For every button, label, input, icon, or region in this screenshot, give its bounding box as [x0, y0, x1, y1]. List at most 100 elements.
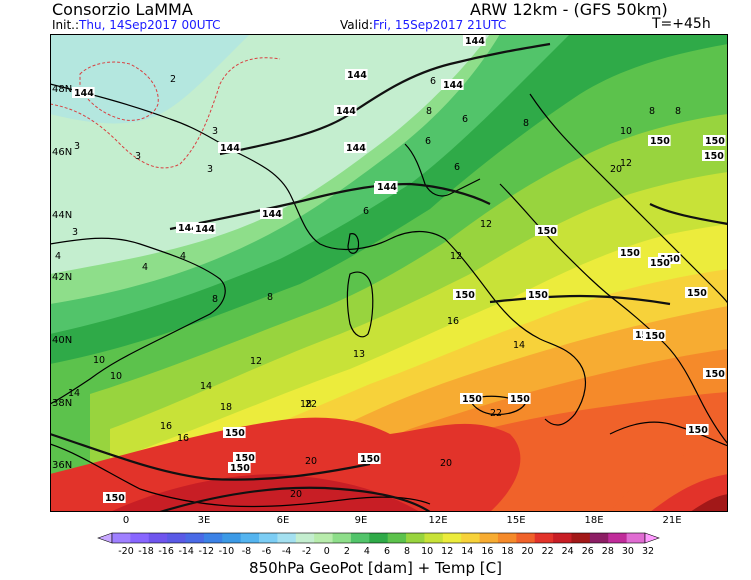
colorbar-tick-label: -2 — [302, 546, 311, 557]
colorbar-swatch — [442, 533, 462, 543]
colorbar-swatch — [295, 533, 315, 543]
geopotential-contour-label: 150 — [360, 454, 380, 465]
colorbar-tick-label: 26 — [582, 546, 594, 557]
colorbar-swatch — [479, 533, 499, 543]
init-time: Init.:Thu, 14Sep2017 00UTC — [52, 18, 221, 32]
colorbar-tick-label: -10 — [219, 546, 235, 557]
geopotential-contour-label: 150 — [230, 463, 250, 474]
temperature-contour-label: 2 — [170, 74, 176, 85]
temperature-contour-label: 12 — [480, 219, 492, 230]
colorbar-swatch — [424, 533, 444, 543]
geopotential-contour-label: 150 — [687, 288, 707, 299]
temperature-contour-label: 6 — [363, 206, 369, 217]
geopotential-contour-label: 150 — [510, 394, 530, 405]
colorbar-title: 850hPa GeoPot [dam] + Temp [C] — [249, 559, 502, 577]
map-frame — [50, 34, 728, 512]
temperature-contour-label: 16 — [177, 433, 189, 444]
colorbar-tick-label: 2 — [344, 546, 350, 557]
temperature-contour-label: 4 — [55, 251, 61, 262]
temperature-contour-label: 8 — [649, 106, 655, 117]
colorbar-swatch — [406, 533, 425, 543]
temperature-contour-label: 22 — [305, 399, 317, 410]
geopotential-contour-label: 150 — [235, 453, 255, 464]
colorbar-swatch — [369, 533, 389, 543]
geopotential-isolines — [50, 42, 728, 512]
lat-label: 44N — [52, 210, 72, 221]
colorbar-swatch — [203, 533, 223, 543]
geopotential-contour-label: 150 — [105, 493, 125, 504]
temperature-contour-label: 8 — [212, 294, 218, 305]
geopotential-contour-label: 150 — [645, 331, 665, 342]
latitude-labels: 48N 46N 44N 42N 40N 38N 36N — [52, 84, 72, 471]
colorbar-swatch — [516, 533, 536, 543]
temp-band-hot-africa — [50, 417, 521, 512]
temperature-contour-label: 13 — [353, 349, 365, 360]
geopotential-contour-label: 144 — [347, 70, 367, 81]
temperature-contour-label: 14 — [68, 388, 80, 399]
temperature-contour-label: 14 — [200, 381, 212, 392]
colorbar-tick-label: 0 — [324, 546, 330, 557]
model-resolution-title: ARW 12km - (GFS 50km) — [470, 0, 668, 19]
colorbar-min-arrow — [97, 532, 113, 544]
axis-and-colorbar: 0 3E 6E 9E 12E 15E 18E 21E -20 -18 -16 -14 -12 -10 -8… — [97, 515, 682, 557]
colorbar-tick-label: 16 — [481, 546, 493, 557]
colorbar-swatch — [240, 533, 260, 543]
colorbar-tick-label: 20 — [521, 546, 533, 557]
colorbar-swatch — [112, 533, 131, 543]
geopotential-contour-label: 144 — [377, 182, 397, 193]
geopotential-contour-label: 144 — [346, 143, 366, 154]
temperature-contour-label: 3 — [135, 151, 141, 162]
colorbar-tick-label: -12 — [199, 546, 215, 557]
geopotential-contour-label: 150 — [650, 136, 670, 147]
geopotential-contour-label: 150 — [620, 248, 640, 259]
temperature-contour-label: 10 — [110, 371, 122, 382]
geopotential-contour-label: 144 — [443, 80, 463, 91]
colorbar-swatch — [350, 533, 370, 543]
geopotential-contour-label: 150 — [462, 394, 482, 405]
lat-label: 36N — [52, 460, 72, 471]
geopotential-contour-label: 144 — [178, 223, 198, 234]
lat-label: 42N — [52, 272, 72, 283]
temperature-contour-label: 3 — [207, 164, 213, 175]
colorbar-swatch — [534, 533, 554, 543]
lon-label: 0 — [123, 515, 129, 526]
temperature-contour-label: 20 — [305, 456, 317, 467]
geopotential-contour-label: 150 — [537, 226, 557, 237]
colorbar-swatch — [571, 533, 591, 543]
temperature-contour-label: 3 — [72, 227, 78, 238]
colorbar-tick-label: 4 — [364, 546, 370, 557]
temperature-contour-label: 18 — [220, 402, 232, 413]
temperature-contour-label: 16 — [160, 421, 172, 432]
temperature-contour-label: 4 — [180, 251, 186, 262]
temperature-contour-label: 6 — [454, 162, 460, 173]
temperature-contour-label: 3 — [74, 141, 80, 152]
geopotential-contour-label: 144 — [465, 36, 485, 47]
temperature-contour-label: 16 — [447, 316, 459, 327]
colorbar-swatch — [461, 533, 480, 543]
colorbar-tick-label: -18 — [138, 546, 154, 557]
valid-key: Valid: — [340, 18, 373, 32]
colorbar-swatch — [387, 533, 407, 543]
geopotential-contour-label: 144 — [220, 143, 240, 154]
geopotential-contour-label: 144 — [195, 224, 215, 235]
colorbar-swatch — [222, 533, 242, 543]
colorbar-swatch — [130, 533, 150, 543]
colorbar-swatch — [332, 533, 352, 543]
colorbar-swatch — [148, 533, 168, 543]
geopotential-contour-label: 150 — [704, 151, 724, 162]
colorbar-swatch — [259, 533, 278, 543]
geopotential-contour-label: 150 — [705, 136, 725, 147]
temperature-contour-label: 4 — [142, 262, 148, 273]
temperature-contour-label: 3 — [212, 126, 218, 137]
valid-value: Fri, 15Sep2017 21UTC — [372, 18, 507, 32]
colorbar-swatch — [626, 533, 646, 543]
colorbar-swatch — [553, 533, 572, 543]
colorbar-tick-label: 24 — [562, 546, 574, 557]
colorbar-tick-label: -14 — [178, 546, 194, 557]
colorbar-tick-label: 8 — [404, 546, 410, 557]
geopotential-contour-label: 144 — [74, 88, 94, 99]
colorbar-swatch — [589, 533, 609, 543]
temperature-contour-label: 10 — [93, 355, 105, 366]
temperature-contour-label: 6 — [462, 114, 468, 125]
